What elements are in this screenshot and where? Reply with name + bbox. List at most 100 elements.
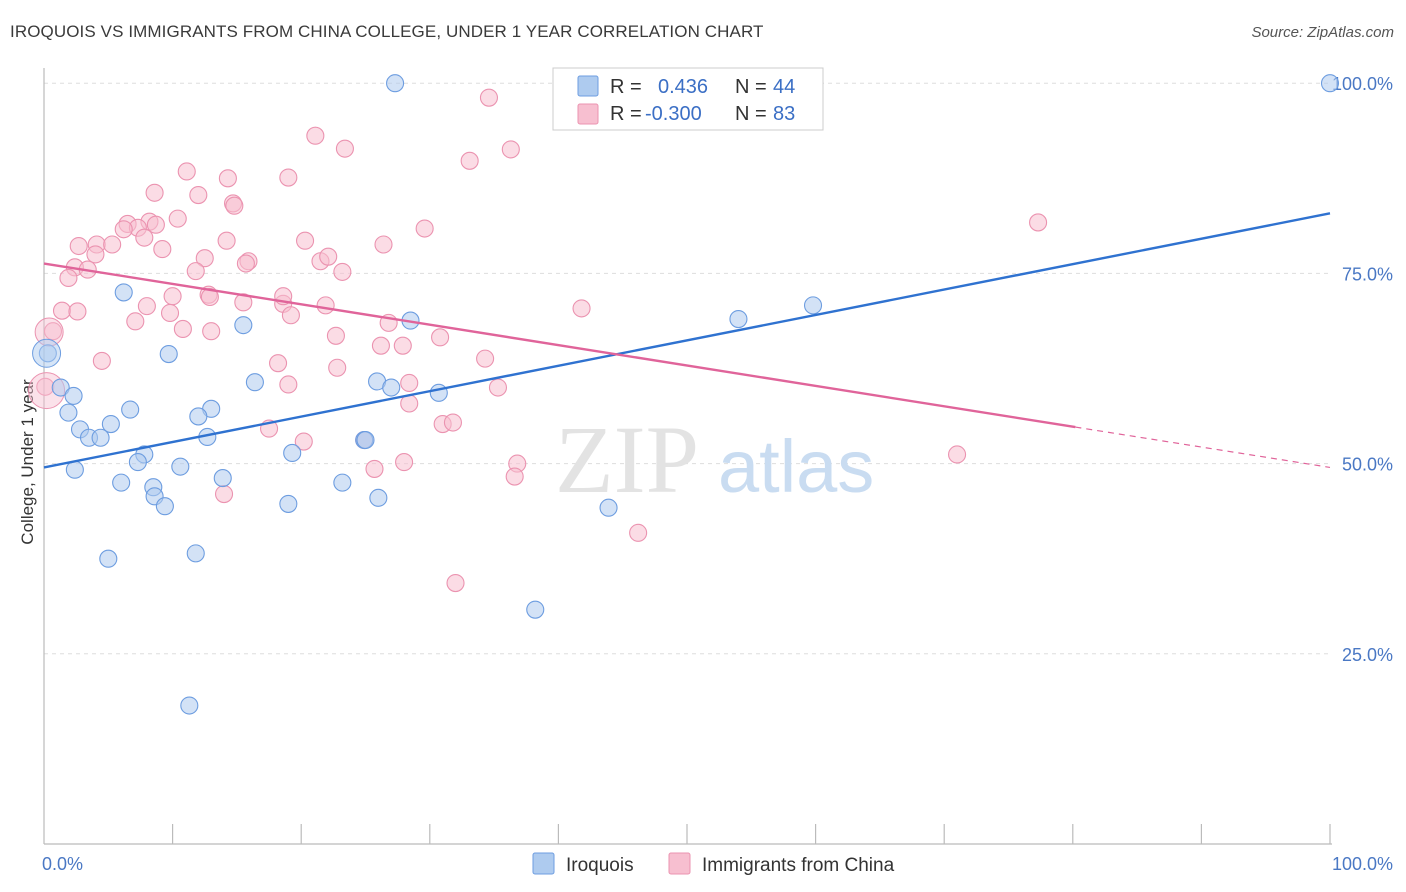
china-point: [86, 245, 105, 264]
watermark-zip: ZIP: [555, 406, 699, 513]
china-point: [135, 228, 154, 247]
bottom-legend-label-iroquois: Iroquois: [566, 855, 634, 876]
china-point: [225, 196, 244, 215]
watermark: ZIP atlas: [555, 406, 874, 513]
china-point: [306, 126, 325, 145]
china-point: [501, 140, 520, 159]
china-point: [326, 326, 345, 345]
china-point: [279, 168, 298, 187]
china-point: [431, 328, 450, 347]
iroquois-point: [91, 428, 110, 447]
china-point: [68, 302, 87, 321]
china-point: [371, 336, 390, 355]
iroquois-point: [171, 457, 190, 476]
iroquois-point: [245, 373, 264, 392]
iroquois-point: [64, 386, 83, 405]
china-point: [316, 296, 335, 315]
iroquois-point: [429, 383, 448, 402]
china-point: [281, 306, 300, 325]
china-point: [59, 268, 78, 288]
gridlines: [44, 82, 1330, 655]
china-trendline: [43, 262, 1076, 429]
iroquois-point: [599, 498, 618, 517]
china-point: [296, 231, 315, 250]
legend-r-label: R =: [610, 103, 642, 125]
bottom-legend-swatch-china: [668, 852, 691, 875]
china-point: [488, 378, 508, 397]
china-point: [137, 297, 156, 316]
china-point: [126, 312, 145, 331]
legend-n-label: N =: [735, 76, 767, 98]
china-point: [279, 375, 298, 394]
iroquois-point: [159, 345, 178, 364]
legend-n-value: 83: [773, 103, 795, 125]
iroquois-point: [369, 488, 388, 507]
iroquois-point: [333, 473, 352, 492]
legend-r-value: 0.436: [658, 76, 708, 98]
china-point: [218, 169, 237, 188]
iroquois-point: [189, 407, 208, 426]
y-tick-label: 75.0%: [1342, 264, 1393, 284]
iroquois-point: [65, 460, 84, 479]
source-label: Source: ZipAtlas.com: [1251, 24, 1394, 41]
china-point: [43, 322, 63, 341]
china-point: [92, 351, 111, 370]
iroquois-point: [112, 473, 131, 492]
china-point: [629, 523, 648, 542]
china-point: [146, 215, 165, 234]
china-point: [393, 336, 412, 355]
china-point: [443, 413, 462, 432]
x-tick-label: 100.0%: [1332, 854, 1393, 874]
series-iroquois-points: [32, 74, 1340, 715]
bottom-legend-label-china: Immigrants from China: [702, 855, 895, 876]
y-tick-label: 50.0%: [1342, 455, 1393, 475]
china-point: [460, 151, 479, 170]
china-point: [173, 319, 192, 338]
iroquois-point: [234, 316, 253, 335]
china-point: [365, 459, 384, 478]
iroquois-point: [279, 494, 298, 513]
trendlines: [43, 212, 1331, 469]
china-point: [217, 231, 236, 250]
y-axis-tick-labels: 25.0% 50.0% 75.0% 100.0%: [1332, 74, 1393, 665]
china-point: [948, 445, 967, 464]
iroquois-point: [186, 544, 205, 563]
x-axis-tick-labels: 0.0% 100.0%: [42, 854, 1393, 874]
iroquois-point: [386, 74, 405, 93]
china-point: [319, 247, 338, 266]
china-point: [234, 293, 253, 312]
china-point: [69, 236, 88, 256]
legend-r-label: R =: [610, 76, 642, 98]
china-point: [374, 235, 393, 254]
china-point: [1029, 213, 1048, 232]
china-point: [294, 432, 313, 451]
china-point: [160, 303, 180, 323]
iroquois-point: [180, 696, 199, 715]
y-tick-label: 100.0%: [1332, 74, 1393, 94]
china-trendline: [1075, 426, 1331, 469]
legend-r-value: -0.300: [645, 103, 702, 125]
china-point: [415, 219, 434, 238]
series-immigrants-from-china-points: [28, 88, 1048, 593]
bottom-legend-swatch-iroquois: [532, 852, 555, 875]
china-point: [153, 240, 172, 259]
legend-n-label: N =: [735, 103, 767, 125]
iroquois-point: [99, 549, 118, 568]
legend-swatch-iroquois: [577, 75, 599, 97]
iroquois-trendline: [43, 212, 1331, 469]
china-point: [168, 209, 187, 228]
y-tick-label: 25.0%: [1342, 645, 1393, 665]
china-point: [400, 373, 419, 393]
series-legend: Iroquois Immigrants from China: [532, 852, 895, 876]
iroquois-point: [526, 600, 545, 619]
iroquois-point: [114, 283, 133, 302]
iroquois-point: [121, 400, 140, 419]
iroquois-point: [51, 378, 70, 397]
iroquois-point: [356, 430, 375, 450]
china-point: [189, 186, 208, 205]
china-point: [114, 220, 133, 239]
iroquois-point: [382, 378, 401, 397]
correlation-legend: R = 0.436 N = 44 R = -0.300 N = 83: [552, 67, 824, 131]
iroquois-point: [729, 310, 748, 329]
china-point: [52, 301, 72, 320]
